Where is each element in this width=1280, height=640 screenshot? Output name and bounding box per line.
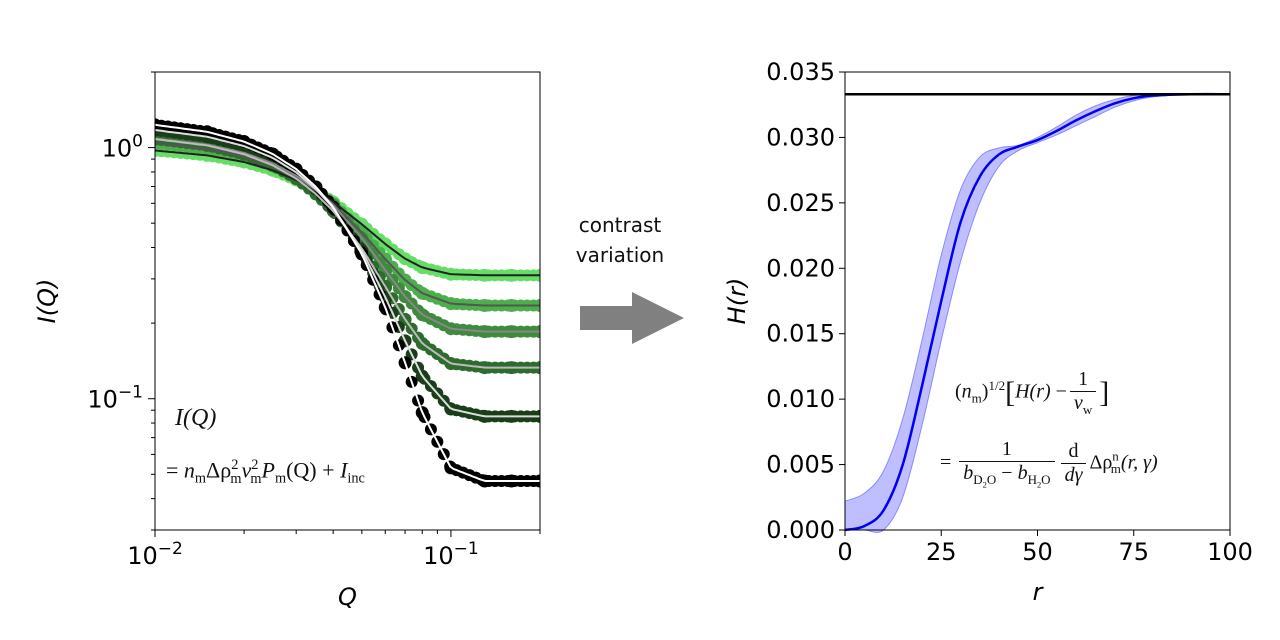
y-tick-label: 0.025 (766, 189, 835, 217)
y-tick-label: 0.030 (766, 123, 835, 151)
x-tick-label: 50 (1022, 538, 1053, 566)
y-tick-label: 0.000 (766, 516, 835, 544)
x-tick-label: 75 (1118, 538, 1149, 566)
y-tick-label: 0.020 (766, 254, 835, 282)
fit-line-1 (155, 142, 540, 307)
x-tick-label: 25 (926, 538, 957, 566)
fit-line-0 (155, 149, 540, 277)
y-tick-label: 0.015 (766, 320, 835, 348)
series-3 (155, 132, 540, 375)
y-tick-label: 0.005 (766, 451, 835, 479)
right-equation-rhs: = 1 bD2O − bH2O d dγ Δρnm(r, γ) (940, 438, 1158, 490)
h-r-curve (844, 92, 1231, 532)
annotation-line2: variation (575, 243, 665, 267)
left-plot-area (155, 118, 540, 488)
annotation-line1: contrast (578, 213, 662, 237)
y-tick-label: 0.010 (766, 385, 835, 413)
y-tick-label: 10−1 (87, 383, 143, 414)
y-axis-label: I(Q) (33, 279, 61, 324)
right-equation-lhs: (nm)1/2[H(r) −1 νw] (955, 368, 1110, 417)
x-tick-label: 0 (837, 538, 852, 566)
left-equation-lhs: I(Q) (175, 405, 217, 431)
x-axis-label: r (1033, 578, 1045, 606)
x-tick-label: 10−1 (423, 539, 479, 570)
y-axis-label: H(r) (723, 278, 751, 325)
x-tick-label: 10−2 (127, 539, 183, 570)
contrast-variation-label: contrast variation (560, 210, 680, 270)
arrow-icon (580, 292, 684, 344)
left-equation-rhs: = nmΔρ2mν2mPm(Q) + Iinc (166, 457, 365, 487)
x-tick-label: 100 (1207, 538, 1253, 566)
y-tick-label: 0.035 (766, 58, 835, 86)
y-tick-label: 100 (102, 132, 143, 163)
x-axis-label: Q (338, 583, 357, 611)
fit-line-5 (155, 123, 540, 482)
left-axes-frame (154, 71, 541, 531)
